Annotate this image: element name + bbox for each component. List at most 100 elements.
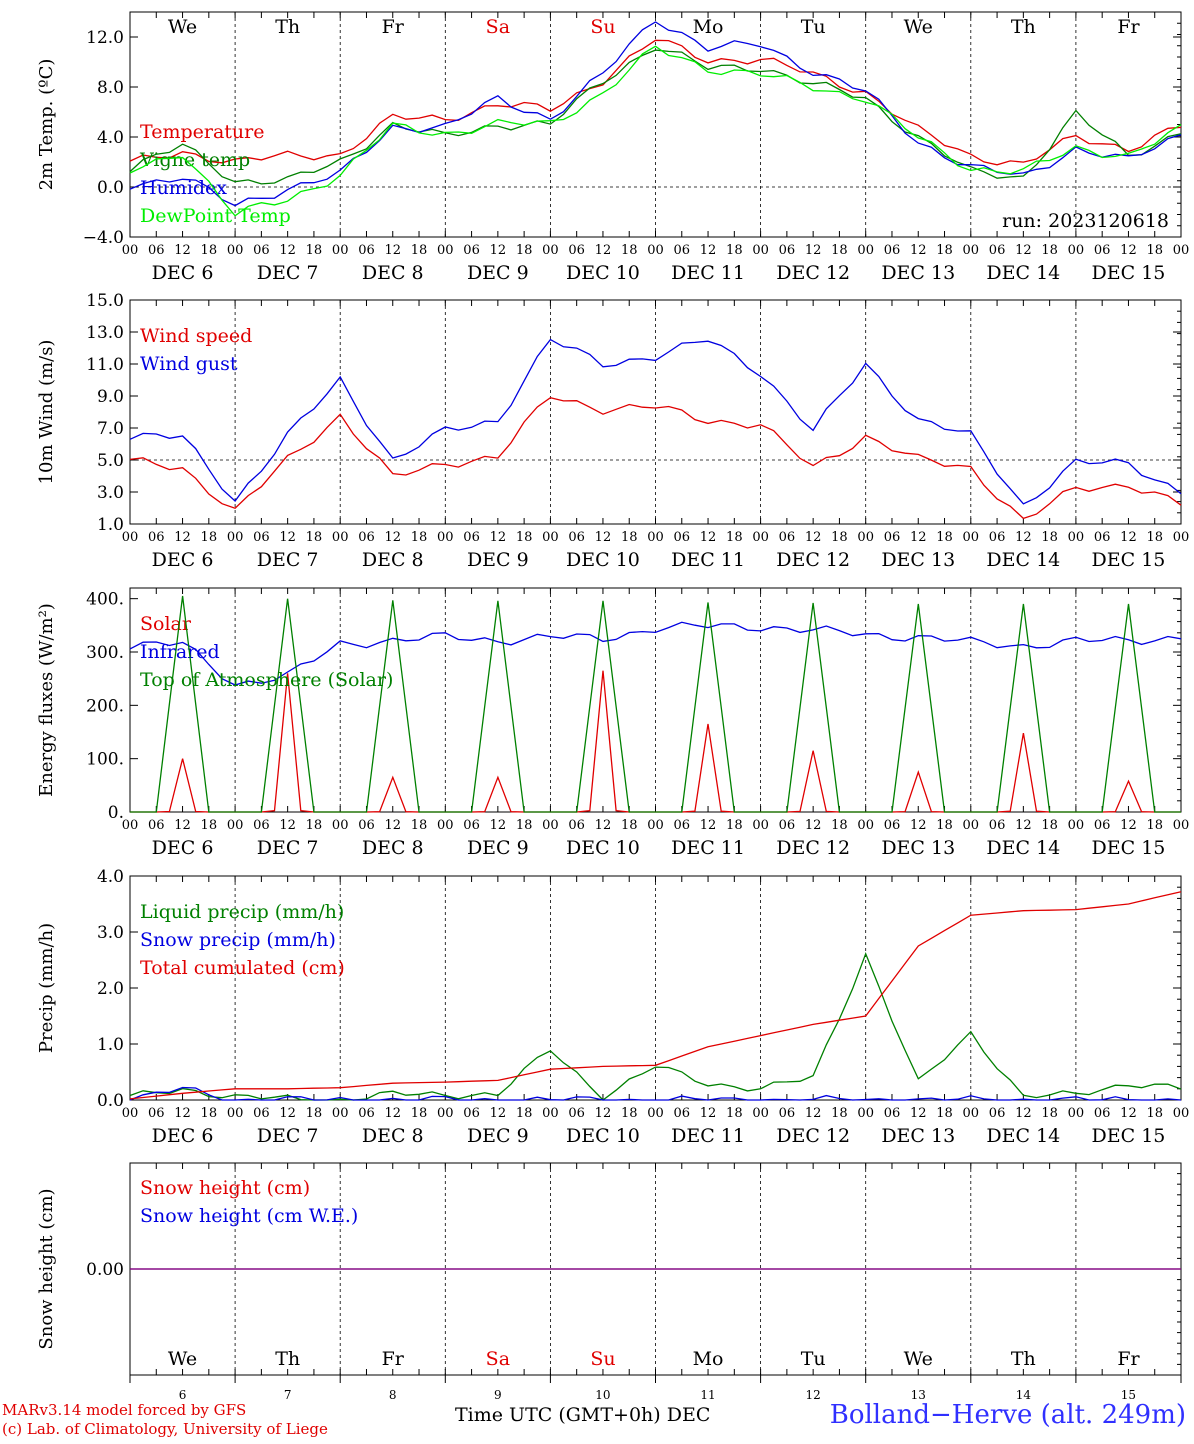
panel2-hour-label: 00 xyxy=(1068,530,1085,545)
panel2-hour-label: 00 xyxy=(752,530,769,545)
panel1-hour-label: 06 xyxy=(779,243,796,258)
panel3-hour-label: 12 xyxy=(700,818,717,833)
panel3-hour-label: 18 xyxy=(201,818,218,833)
panel4-hour-label: 18 xyxy=(831,1106,848,1121)
panel2-date-label: DEC 7 xyxy=(257,549,319,571)
panel4-date-label: DEC 10 xyxy=(566,1125,640,1147)
panel3-ylabel: Energy fluxes (W/m²) xyxy=(36,603,57,797)
panel4-hour-label: 06 xyxy=(989,1106,1006,1121)
panel1-hour-label: 18 xyxy=(306,243,323,258)
panel1-hour-label: 18 xyxy=(1041,243,1058,258)
panel3-hour-label: 12 xyxy=(174,818,191,833)
panel1-legend-entry: Temperature xyxy=(140,121,264,143)
panel2-hour-label: 00 xyxy=(437,530,454,545)
panel1-hour-label: 00 xyxy=(752,243,769,258)
panel2-legend-entry: Wind speed xyxy=(140,325,252,347)
panel2-hour-label: 00 xyxy=(963,530,980,545)
panel4-date-label: DEC 11 xyxy=(671,1125,745,1147)
panel1-series-vigne-temp xyxy=(129,49,1182,185)
panel3-series-top-of-atmosphere-solar- xyxy=(130,595,1181,813)
panel3-hour-label: 06 xyxy=(358,818,375,833)
panel2-ytick-label: 11.0 xyxy=(86,355,124,375)
panel2-hour-label: 00 xyxy=(857,530,874,545)
panel1-ylabel: 2m Temp. (ºC) xyxy=(36,59,57,191)
panel1-date-label: DEC 13 xyxy=(881,262,955,284)
panel3-date-label: DEC 7 xyxy=(257,837,319,859)
panel1-date-label: DEC 14 xyxy=(986,262,1060,284)
panel2-hour-label: 06 xyxy=(358,530,375,545)
panel3-ytick-label: 300. xyxy=(86,643,124,663)
panel1-hour-label: 18 xyxy=(831,243,848,258)
panel2-hour-label: 06 xyxy=(463,530,480,545)
panel2-hour-label: 00 xyxy=(332,530,349,545)
panel4-legend-entry: Liquid precip (mm/h) xyxy=(140,901,344,923)
panel4-ytick-label: 0.0 xyxy=(97,1091,124,1111)
day-name: Mo xyxy=(693,16,724,38)
panel1-hour-label: 18 xyxy=(936,243,953,258)
panel1-date-label: DEC 10 xyxy=(566,262,640,284)
bottom-day-name: Th xyxy=(1011,1348,1036,1370)
panel2-hour-label: 18 xyxy=(621,530,638,545)
panel2-series-wind-gust xyxy=(129,338,1182,505)
panel4-hour-label: 18 xyxy=(516,1106,533,1121)
panel3-date-label: DEC 8 xyxy=(362,837,424,859)
panel3-hour-label: 00 xyxy=(122,818,139,833)
panel4-hour-label: 18 xyxy=(411,1106,428,1121)
panel3-hour-label: 12 xyxy=(384,818,401,833)
day-name: Th xyxy=(1011,16,1036,38)
panel2-date-label: DEC 15 xyxy=(1092,549,1166,571)
panel2-hour-label: 12 xyxy=(279,530,296,545)
panel4-hour-label: 00 xyxy=(963,1106,980,1121)
panel4-hour-label: 06 xyxy=(1094,1106,1111,1121)
panel1-series-dewpoint-temp xyxy=(129,45,1182,217)
panel1-date-label: DEC 6 xyxy=(152,262,214,284)
panel4-hour-label: 12 xyxy=(279,1106,296,1121)
panel3-hour-label: 12 xyxy=(805,818,822,833)
panel1-date-label: DEC 9 xyxy=(467,262,529,284)
panel1-hour-label: 00 xyxy=(1173,243,1190,258)
panel2-ytick-label: 3.0 xyxy=(97,483,124,503)
panel2-hour-label: 18 xyxy=(1041,530,1058,545)
panel4-date-label: DEC 7 xyxy=(257,1125,319,1147)
day-name: Su xyxy=(590,16,615,38)
panel1-hour-label: 12 xyxy=(700,243,717,258)
panel3-hour-label: 06 xyxy=(463,818,480,833)
panel2-hour-label: 06 xyxy=(568,530,585,545)
panel3-date-label: DEC 13 xyxy=(881,837,955,859)
panel3-hour-label: 18 xyxy=(1041,818,1058,833)
panel3-hour-label: 18 xyxy=(936,818,953,833)
panel1-ytick-label: −4.0 xyxy=(83,228,124,248)
panel1-legend-entry: Vigne temp xyxy=(139,149,250,171)
panel1-date-label: DEC 7 xyxy=(257,262,319,284)
panel2-hour-label: 00 xyxy=(227,530,244,545)
bottom-date-number: 6 xyxy=(179,1388,187,1402)
panel1-hour-label: 06 xyxy=(674,243,691,258)
panel2-date-label: DEC 14 xyxy=(986,549,1060,571)
x-axis-label: Time UTC (GMT+0h) DEC xyxy=(455,1404,711,1426)
panel3-hour-label: 12 xyxy=(1120,818,1137,833)
panel1-hour-label: 12 xyxy=(910,243,927,258)
panel3-hour-label: 18 xyxy=(726,818,743,833)
panel3-date-label: DEC 15 xyxy=(1092,837,1166,859)
panel4-ylabel: Precip (mm/h) xyxy=(36,923,57,1053)
panel4-hour-label: 06 xyxy=(358,1106,375,1121)
panel1-hour-label: 12 xyxy=(1120,243,1137,258)
panel2-hour-label: 12 xyxy=(1120,530,1137,545)
panel3-hour-label: 00 xyxy=(542,818,559,833)
panel4-ytick-label: 3.0 xyxy=(97,923,124,943)
panel4-date-label: DEC 14 xyxy=(986,1125,1060,1147)
panel1-hour-label: 18 xyxy=(411,243,428,258)
panel3-hour-label: 00 xyxy=(857,818,874,833)
panel2-hour-label: 18 xyxy=(201,530,218,545)
panel4-hour-label: 00 xyxy=(227,1106,244,1121)
panel1-hour-label: 06 xyxy=(463,243,480,258)
panel2-hour-label: 12 xyxy=(910,530,927,545)
panel3-hour-label: 12 xyxy=(279,818,296,833)
panel1-hour-label: 00 xyxy=(647,243,664,258)
bottom-day-name: Su xyxy=(590,1348,615,1370)
panel1-hour-label: 12 xyxy=(595,243,612,258)
panel1-hour-label: 06 xyxy=(358,243,375,258)
panel3-legend-entry: Solar xyxy=(140,613,192,635)
panel4-hour-label: 18 xyxy=(621,1106,638,1121)
